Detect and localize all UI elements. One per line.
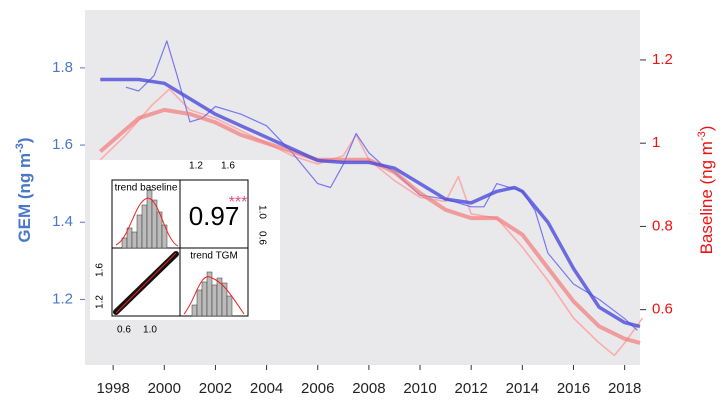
inset-tick: 1.6	[221, 161, 235, 172]
y-tick-label: 1.8	[52, 59, 73, 76]
inset-hist	[121, 189, 233, 317]
inset-r: 0.97	[189, 201, 240, 231]
x-tick-label: 2004	[250, 380, 283, 397]
inset-label: trend baseline	[115, 183, 178, 194]
y2-tick-label: 1.2	[652, 51, 673, 68]
inset-label: trend TGM	[190, 251, 238, 262]
x-tick-label: 2012	[455, 380, 488, 397]
series-line	[99, 88, 644, 357]
series-line	[100, 77, 641, 329]
inset-density	[115, 197, 179, 247]
x-tick-label: 2000	[148, 380, 181, 397]
x-tick-label: 2010	[403, 380, 436, 397]
y2-tick-label: 0.8	[652, 217, 673, 234]
inset-tick: 1.2	[95, 295, 106, 309]
y-tick-label: 1.2	[52, 290, 73, 307]
x-tick-label: 2008	[352, 380, 385, 397]
y2-tick-label: 1	[652, 134, 660, 151]
x-tick-label: 2006	[301, 380, 334, 397]
inset-tick: 0.6	[117, 325, 131, 336]
x-tick-label: 2016	[557, 380, 590, 397]
x-tick-label: 2014	[506, 380, 539, 397]
inset-tick: 1.6	[95, 263, 106, 277]
y-axis-label: GEM (ng m-3)	[14, 137, 35, 242]
inset-fit	[115, 252, 177, 314]
lines	[98, 40, 644, 357]
inset-stars: ***	[229, 194, 248, 211]
y-tick-label: 1.6	[52, 136, 73, 153]
x-tick-label: 2002	[199, 380, 232, 397]
inset-tick: 1.2	[189, 161, 203, 172]
inset-tick: 0.6	[256, 231, 267, 245]
x-tick-label: 1998	[96, 380, 129, 397]
inset-tick: 1.0	[256, 205, 267, 219]
y-tick-label: 1.4	[52, 213, 73, 230]
y2-axis-label: Baseline (ng m-3)	[696, 126, 717, 255]
inset: trend baseline trend TGM 0.97 *** 1.2 1.…	[90, 160, 280, 336]
inset-density	[183, 276, 245, 315]
x-tick-label: 2018	[608, 380, 641, 397]
inset-tick: 1.0	[143, 325, 157, 336]
y2-tick-label: 0.6	[652, 301, 673, 318]
